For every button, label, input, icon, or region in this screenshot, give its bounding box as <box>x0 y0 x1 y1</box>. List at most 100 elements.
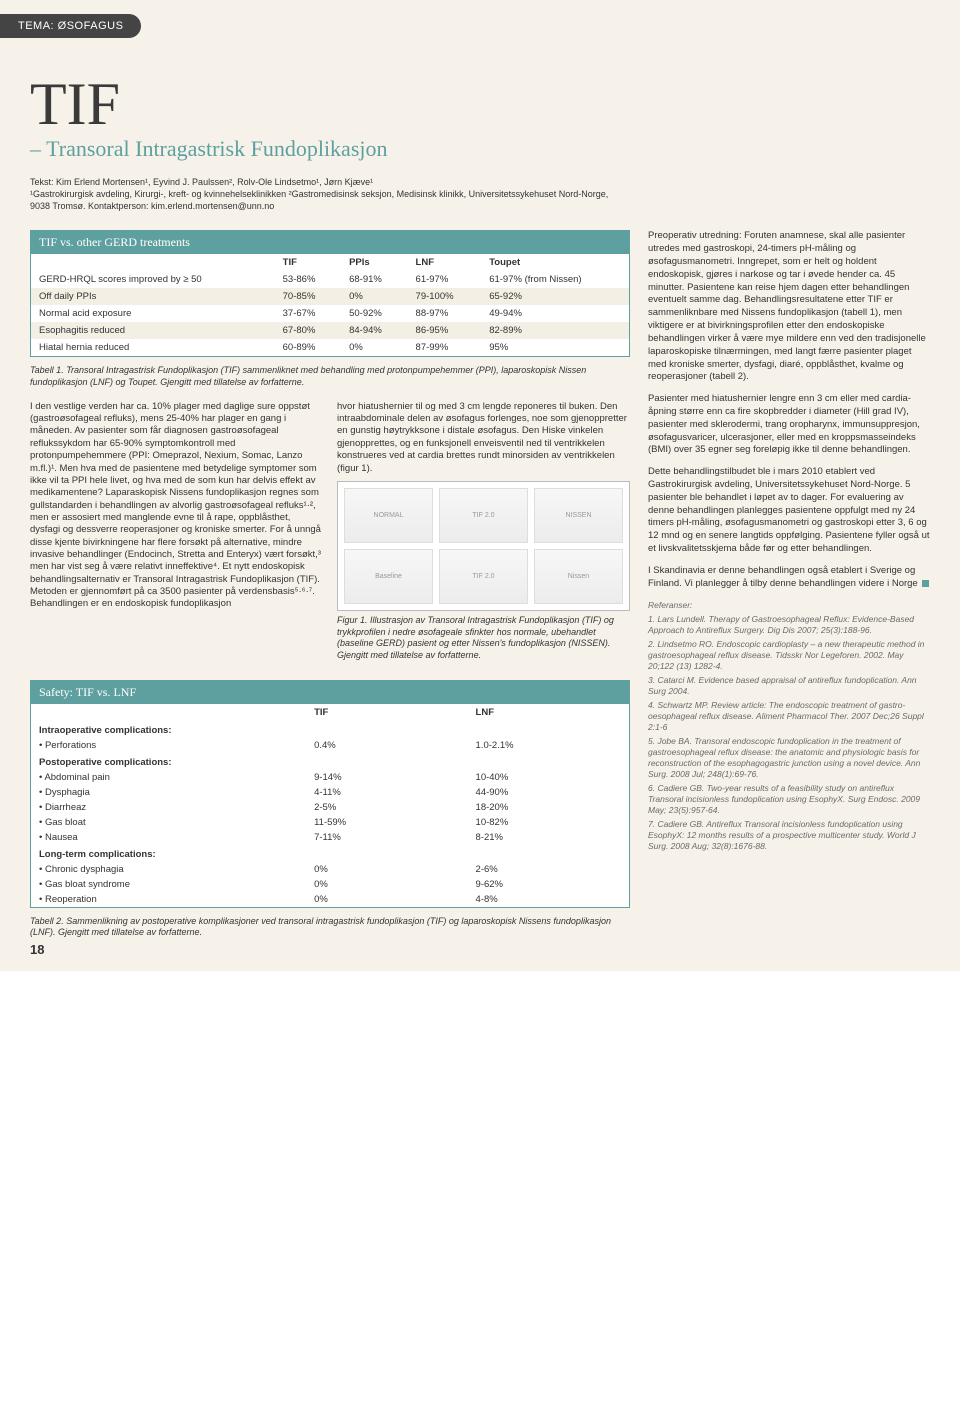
table-cell: Esophagitis reduced <box>31 322 275 339</box>
page-title: TIF <box>30 74 930 134</box>
reference-item: 2. Lindsetmo RO. Endoscopic cardioplasty… <box>648 639 930 672</box>
table2-caption: Tabell 2. Sammenlikning av postoperative… <box>30 916 630 939</box>
reference-item: 3. Catarci M. Evidence based appraisal o… <box>648 675 930 697</box>
fig-cell: NORMAL <box>344 488 433 543</box>
right-para: Dette behandlingstilbudet ble i mars 201… <box>648 466 930 556</box>
page-number: 18 <box>30 942 44 957</box>
table1-col4: Toupet <box>481 254 629 271</box>
figure1: NORMAL TIF 2.0 NISSEN Baseline TIF 2.0 N… <box>337 481 630 611</box>
body-mid-text: hvor hiatushernier til og med 3 cm lengd… <box>337 401 627 474</box>
body-subcolumns: I den vestlige verden har ca. 10% plager… <box>30 401 630 674</box>
table-cell: 1.0-2.1% <box>468 738 629 753</box>
table-cell: • Perforations <box>31 738 306 753</box>
table2-col2: LNF <box>468 704 629 721</box>
page: TEMA: ØSOFAGUS TIF – Transoral Intragast… <box>0 0 960 971</box>
table-cell: 88-97% <box>408 305 482 322</box>
table-cell: • Gas bloat <box>31 815 306 830</box>
table-cell: 86-95% <box>408 322 482 339</box>
fig-cell: NISSEN <box>534 488 623 543</box>
table-cell: 68-91% <box>341 271 407 288</box>
table-cell: 9-62% <box>468 877 629 892</box>
left-column: TIF vs. other GERD treatments TIF PPIs L… <box>30 230 630 951</box>
fig-cell: TIF 2.0 <box>439 549 528 604</box>
body-sub-right: hvor hiatushernier til og med 3 cm lengd… <box>337 401 630 674</box>
table-row: • Chronic dysphagia0%2-6% <box>31 862 629 877</box>
right-para: Preoperativ utredning: Foruten anamnese,… <box>648 230 930 384</box>
table-cell: • Abdominal pain <box>31 770 306 785</box>
table-cell: 0% <box>306 862 467 877</box>
fig-cell: Nissen <box>534 549 623 604</box>
table-row: Normal acid exposure37-67%50-92%88-97%49… <box>31 305 629 322</box>
table1: TIF PPIs LNF Toupet GERD-HRQL scores imp… <box>31 254 629 356</box>
table-cell: 0.4% <box>306 738 467 753</box>
body-left-text: I den vestlige verden har ca. 10% plager… <box>30 401 321 610</box>
table1-title: TIF vs. other GERD treatments <box>31 231 629 254</box>
references-block: Referanser: 1. Lars Lundell. Therapy of … <box>648 600 930 853</box>
table-cell: 8-21% <box>468 830 629 845</box>
body-sub-left: I den vestlige verden har ca. 10% plager… <box>30 401 323 674</box>
figure1-caption: Figur 1. Illustrasjon av Transoral Intra… <box>337 615 630 662</box>
table-cell: GERD-HRQL scores improved by ≥ 50 <box>31 271 275 288</box>
table-cell: 65-92% <box>481 288 629 305</box>
table-cell: 7-11% <box>306 830 467 845</box>
right-column: Preoperativ utredning: Foruten anamnese,… <box>648 230 930 951</box>
table-cell: 70-85% <box>275 288 341 305</box>
table-row: • Diarrheaz2-5%18-20% <box>31 800 629 815</box>
table-cell: 0% <box>306 892 467 907</box>
table-cell: • Chronic dysphagia <box>31 862 306 877</box>
table-cell: Hiatal hernia reduced <box>31 339 275 356</box>
fig-cell: TIF 2.0 <box>439 488 528 543</box>
table-cell: 11-59% <box>306 815 467 830</box>
table-cell: • Reoperation <box>31 892 306 907</box>
table-section-head: Long-term complications: <box>31 845 629 862</box>
table-cell: 79-100% <box>408 288 482 305</box>
table-row: • Perforations0.4%1.0-2.1% <box>31 738 629 753</box>
tema-tab: TEMA: ØSOFAGUS <box>0 14 141 38</box>
table-cell: 0% <box>341 288 407 305</box>
table-row: Intraoperative complications: <box>31 721 629 738</box>
table-cell: 60-89% <box>275 339 341 356</box>
table-cell: Normal acid exposure <box>31 305 275 322</box>
page-subtitle: – Transoral Intragastrisk Fundoplikasjon <box>30 136 930 162</box>
table-row: • Dysphagia4-11%44-90% <box>31 785 629 800</box>
title-block: TIF – Transoral Intragastrisk Fundoplika… <box>30 74 930 212</box>
right-para: Pasienter med hiatushernier lengre enn 3… <box>648 393 930 457</box>
table-cell: 61-97% <box>408 271 482 288</box>
table-cell: 9-14% <box>306 770 467 785</box>
table-cell: 87-99% <box>408 339 482 356</box>
table1-col3: LNF <box>408 254 482 271</box>
table-row: Long-term complications: <box>31 845 629 862</box>
table-cell: 10-40% <box>468 770 629 785</box>
table-cell: 50-92% <box>341 305 407 322</box>
table1-col0 <box>31 254 275 271</box>
table-row: • Reoperation0%4-8% <box>31 892 629 907</box>
table-cell: 84-94% <box>341 322 407 339</box>
table-row: • Abdominal pain9-14%10-40% <box>31 770 629 785</box>
table-cell: 49-94% <box>481 305 629 322</box>
table-row: • Gas bloat syndrome0%9-62% <box>31 877 629 892</box>
byline: Tekst: Kim Erlend Mortensen¹, Eyvind J. … <box>30 176 630 212</box>
table-cell: • Nausea <box>31 830 306 845</box>
table1-caption: Tabell 1. Transoral Intragastrisk Fundop… <box>30 365 630 388</box>
table2-col1: TIF <box>306 704 467 721</box>
table-cell: Off daily PPIs <box>31 288 275 305</box>
table-cell: 2-5% <box>306 800 467 815</box>
content-area: TIF – Transoral Intragastrisk Fundoplika… <box>30 18 930 951</box>
table1-box: TIF vs. other GERD treatments TIF PPIs L… <box>30 230 630 357</box>
table-cell: 37-67% <box>275 305 341 322</box>
table-section-head: Intraoperative complications: <box>31 721 629 738</box>
table-row: Postoperative complications: <box>31 753 629 770</box>
table-cell: 82-89% <box>481 322 629 339</box>
table-row: Hiatal hernia reduced60-89%0%87-99%95% <box>31 339 629 356</box>
reference-item: 1. Lars Lundell. Therapy of Gastroesopha… <box>648 614 930 636</box>
table-cell: 53-86% <box>275 271 341 288</box>
table-cell: 0% <box>341 339 407 356</box>
table1-col2: PPIs <box>341 254 407 271</box>
table-cell: 67-80% <box>275 322 341 339</box>
table-row: GERD-HRQL scores improved by ≥ 5053-86%6… <box>31 271 629 288</box>
table2-box: Safety: TIF vs. LNF TIF LNF Intraoperati… <box>30 680 630 908</box>
table-cell: 4-11% <box>306 785 467 800</box>
table2: TIF LNF Intraoperative complications:• P… <box>31 704 629 907</box>
table-row: Esophagitis reduced67-80%84-94%86-95%82-… <box>31 322 629 339</box>
references-heading: Referanser: <box>648 600 930 611</box>
